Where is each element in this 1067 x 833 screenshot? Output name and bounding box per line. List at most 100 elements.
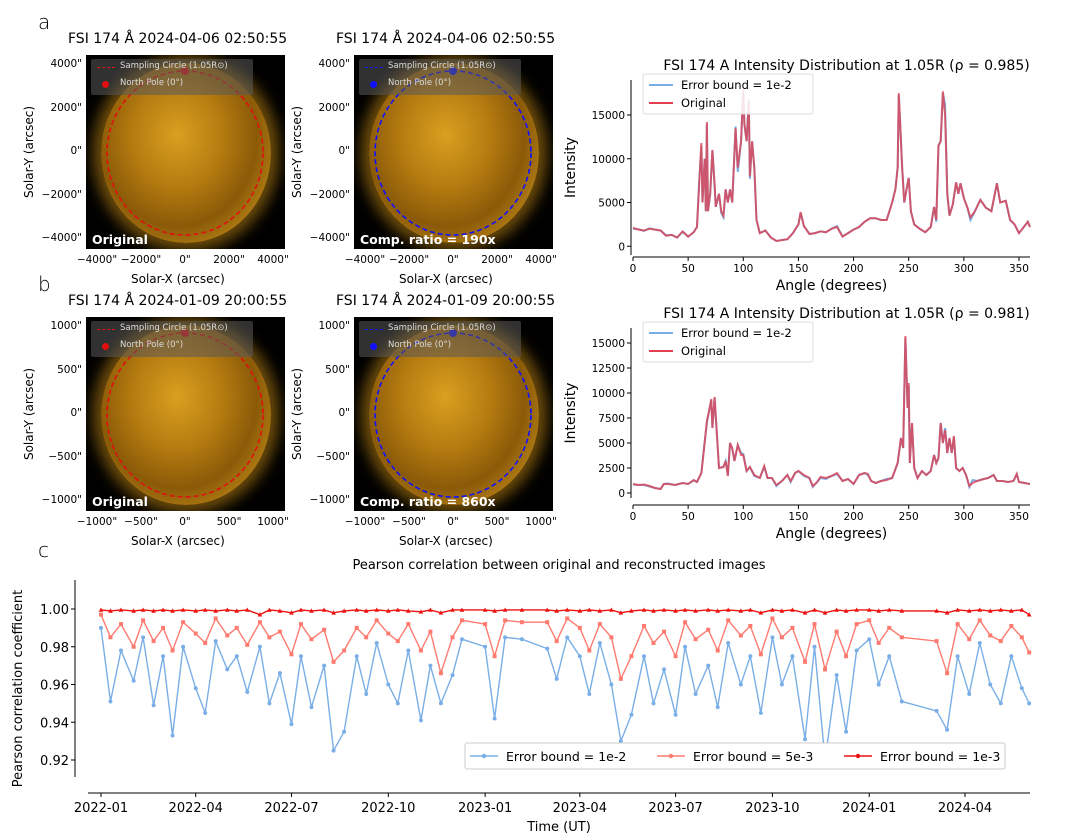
data-point bbox=[609, 635, 614, 640]
data-point bbox=[662, 629, 667, 634]
data-point bbox=[213, 616, 218, 621]
data-point bbox=[726, 640, 731, 645]
x-tick-label: 0 bbox=[630, 511, 637, 523]
data-point bbox=[945, 727, 950, 732]
data-point bbox=[298, 654, 303, 659]
data-point bbox=[854, 622, 859, 627]
data-point bbox=[277, 671, 282, 676]
y-tick-label: −1000" bbox=[41, 494, 82, 506]
legend-dot-icon bbox=[102, 343, 109, 350]
data-point bbox=[790, 654, 795, 659]
data-point bbox=[854, 607, 859, 612]
y-tick-label: 2000" bbox=[318, 101, 350, 114]
data-point bbox=[554, 608, 559, 613]
data-point bbox=[554, 639, 559, 644]
x-tick-label: 0 bbox=[630, 263, 637, 275]
data-point bbox=[887, 625, 892, 630]
legend-label: North Pole (0°) bbox=[120, 78, 184, 88]
data-point bbox=[867, 618, 872, 623]
intensity-chart-a: FSI 174 A Intensity Distribution at 1.05… bbox=[563, 58, 1031, 294]
data-point bbox=[1019, 686, 1024, 691]
legend-label: Error bound = 5e-3 bbox=[693, 749, 813, 764]
data-point bbox=[234, 608, 240, 613]
x-tick-label: 4000" bbox=[525, 254, 557, 266]
x-axis-label: Angle (degrees) bbox=[776, 526, 888, 542]
data-point bbox=[876, 608, 882, 613]
data-point bbox=[738, 682, 743, 687]
data-point bbox=[450, 673, 455, 678]
data-point bbox=[418, 648, 423, 653]
x-tick-label: 2023-07 bbox=[648, 801, 702, 816]
y-tick-label: 500" bbox=[57, 363, 82, 376]
image-title: FSI 174 Å 2024-04-06 02:50:55 bbox=[68, 31, 288, 47]
data-point bbox=[203, 710, 208, 715]
data-point bbox=[151, 703, 156, 708]
legend-dash-icon bbox=[365, 329, 383, 330]
data-point bbox=[683, 620, 688, 625]
data-point bbox=[309, 608, 314, 613]
data-point bbox=[844, 729, 849, 734]
x-axis-label: Time (UT) bbox=[526, 820, 591, 833]
x-tick-label: 100 bbox=[733, 511, 753, 523]
data-point bbox=[955, 654, 960, 659]
data-point bbox=[790, 607, 795, 612]
data-point bbox=[519, 620, 524, 625]
y-axis-label: Pearson correlation coefficient bbox=[11, 590, 26, 787]
data-point bbox=[406, 648, 411, 653]
data-point bbox=[597, 640, 602, 645]
data-point bbox=[98, 607, 104, 612]
legend-label: Original bbox=[681, 344, 726, 358]
x-tick-label: 250 bbox=[899, 263, 919, 275]
image-legend: Sampling Circle (1.05R⊙) North Pole (0°) bbox=[91, 59, 253, 95]
panel-label-c: c bbox=[38, 538, 49, 562]
data-point bbox=[331, 610, 336, 615]
data-point bbox=[587, 648, 592, 653]
data-point bbox=[386, 682, 391, 687]
data-point bbox=[428, 629, 433, 634]
legend: Error bound = 1e-2 Original bbox=[642, 73, 814, 115]
data-point bbox=[770, 607, 775, 612]
data-point bbox=[277, 608, 283, 613]
x-tick-label: 2022-01 bbox=[74, 801, 128, 816]
data-point bbox=[363, 608, 369, 613]
data-point bbox=[213, 639, 218, 644]
data-point bbox=[876, 682, 881, 687]
data-point bbox=[459, 607, 465, 612]
data-point bbox=[748, 623, 753, 628]
data-point bbox=[161, 625, 166, 630]
data-point bbox=[118, 622, 123, 627]
y-tick-label: −4000" bbox=[309, 232, 350, 244]
data-point bbox=[715, 648, 720, 653]
x-tick-label: 200 bbox=[844, 511, 864, 523]
sun-image: Sampling Circle (1.05R⊙) North Pole (0°)… bbox=[86, 55, 285, 249]
y-tick-label: 0" bbox=[338, 145, 350, 157]
y-axis-label: Solar-Y (arcsec) bbox=[290, 367, 304, 461]
y-tick-label: 500" bbox=[325, 363, 350, 376]
data-point bbox=[267, 607, 272, 612]
data-point bbox=[374, 607, 380, 612]
x-tick-label: 2022-04 bbox=[169, 801, 223, 816]
data-point bbox=[564, 607, 570, 612]
x-axis-label: Solar-X (arcsec) bbox=[131, 272, 225, 286]
data-point bbox=[502, 607, 508, 612]
data-point bbox=[298, 607, 304, 612]
data-point bbox=[803, 737, 808, 742]
data-point bbox=[988, 682, 993, 687]
data-point bbox=[289, 610, 294, 615]
data-point bbox=[822, 610, 828, 615]
data-point bbox=[406, 622, 411, 627]
data-point bbox=[450, 635, 455, 640]
data-point bbox=[180, 607, 186, 612]
legend-label: Sampling Circle (1.05R⊙) bbox=[388, 323, 496, 333]
data-point bbox=[803, 659, 808, 664]
data-point bbox=[131, 644, 136, 649]
series-line-original bbox=[632, 335, 1031, 491]
y-tick-label: −2000" bbox=[309, 188, 350, 201]
x-tick-label: 1000" bbox=[257, 516, 289, 528]
data-point bbox=[428, 607, 433, 612]
data-point bbox=[492, 608, 497, 613]
data-point bbox=[748, 607, 753, 612]
data-point bbox=[597, 622, 602, 627]
x-tick-label: −4000" bbox=[344, 254, 386, 266]
data-point bbox=[483, 622, 488, 627]
